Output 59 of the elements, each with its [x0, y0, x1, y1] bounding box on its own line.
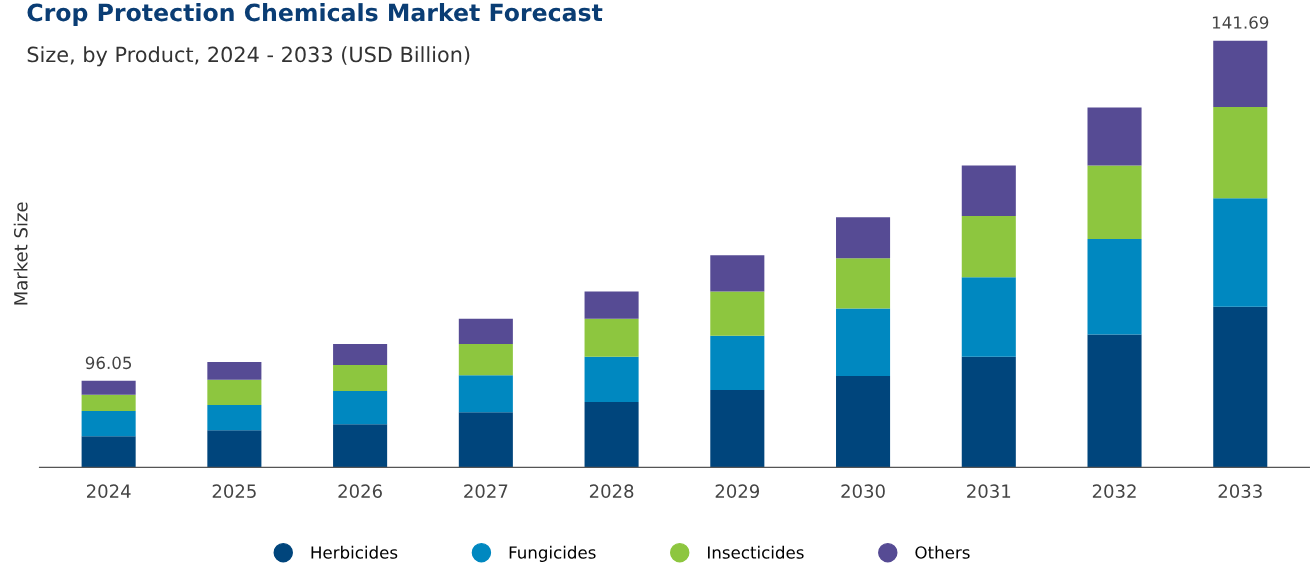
legend-label: Insecticides: [708, 545, 804, 559]
x-tick-label: 2029: [715, 484, 760, 499]
bar: [710, 335, 765, 391]
bar: [961, 277, 1016, 357]
annotation: 96.05: [85, 356, 132, 370]
bar: [458, 412, 513, 468]
bar: [836, 217, 891, 259]
bar: [961, 215, 1016, 278]
bar: [81, 380, 136, 395]
x-tick-label: 2026: [338, 484, 382, 499]
bar: [1087, 165, 1142, 239]
bar: [333, 424, 388, 468]
bar: [81, 436, 136, 468]
x-tick-label: 2030: [841, 484, 885, 499]
bar: [1087, 238, 1142, 335]
bar: [207, 405, 262, 431]
legend-label: Herbicides: [311, 545, 398, 559]
bar: [1213, 198, 1268, 307]
bar: [333, 364, 388, 391]
bar: [1213, 40, 1268, 107]
bar: [836, 258, 891, 309]
legend-label: Others: [915, 545, 970, 559]
x-tick-label: 2024: [86, 484, 131, 499]
bar: [836, 376, 891, 468]
bar: [584, 291, 639, 319]
x-tick-label: 2033: [1218, 484, 1262, 499]
bar: [333, 390, 388, 425]
bar: [207, 379, 262, 406]
bar: [207, 430, 262, 468]
chart-title: Crop Protection Chemicals Market Forecast: [27, 3, 603, 26]
x-tick-label: 2028: [589, 484, 634, 499]
bar: [1213, 306, 1268, 468]
bar: [961, 356, 1016, 468]
annotation: 141.69: [1212, 16, 1269, 29]
x-tick-label: 2031: [967, 484, 1011, 499]
bar: [710, 390, 765, 468]
bar: [961, 165, 1016, 216]
bar: [458, 318, 513, 344]
bar: [81, 411, 136, 437]
bar: [1213, 107, 1268, 199]
bar: [584, 356, 639, 403]
bar: [81, 394, 136, 412]
bar: [710, 291, 765, 336]
x-tick-label: 2027: [464, 484, 508, 499]
bar: [836, 308, 891, 376]
bar: [207, 361, 262, 380]
bar: [1087, 107, 1142, 166]
bar: [584, 318, 639, 357]
y-axis-title: Market Size: [13, 202, 28, 305]
bar: [458, 375, 513, 413]
bar: [584, 402, 639, 468]
bar: [458, 343, 513, 376]
bar: [1087, 334, 1142, 468]
legend-label: Fungicides: [509, 545, 596, 562]
bar: [710, 255, 765, 292]
chart-subtitle: Size, by Product, 2024 - 2033 (USD Billion): [27, 46, 470, 67]
bar: [333, 343, 388, 365]
x-tick-label: 2032: [1092, 484, 1136, 499]
x-tick-label: 2025: [212, 484, 256, 499]
